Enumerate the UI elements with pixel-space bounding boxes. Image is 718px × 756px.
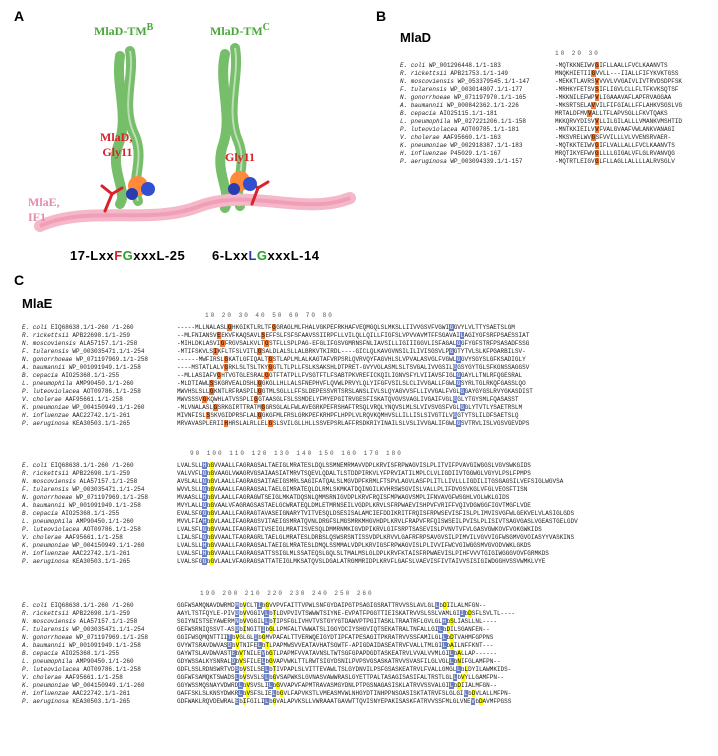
motif-left: 17-LxxFGxxxL-25 xyxy=(70,248,185,263)
mlae-ruler-3: 190 200 210 220 230 240 250 260 xyxy=(200,590,374,597)
mlad-ruler: 10 20 30 xyxy=(555,50,600,57)
mlad-tmb-label: MlaD-TMB xyxy=(94,22,153,39)
mlad-alignment: E. coli WP_001296448.1/1-183-MQTKKNEIWVG… xyxy=(400,62,710,166)
mlae-ruler-2: 90 100 110 120 130 140 150 160 170 180 xyxy=(190,450,403,457)
figure: A B C xyxy=(0,0,718,756)
panel-c-label: C xyxy=(14,272,24,288)
mlae-alignment-block2: E. coli EIQ68638.1/1-260 /1-260LVALSLLHb… xyxy=(22,462,712,566)
motif-right: 6-LxxLGxxxL-14 xyxy=(212,248,319,263)
mlae-title: MlaE xyxy=(22,296,52,311)
gly11-right-label: Gly11 xyxy=(225,150,255,165)
mlad-tmc-label: MlaD-TMC xyxy=(210,22,270,39)
mlae-alignment-block3: E. coli EIQ68638.1/1-260 /1-260GGFWSAMQN… xyxy=(22,602,712,706)
mlae-alignment-block1: E. coli EIQ68638.1/1-260 /1-260-----MLLN… xyxy=(22,324,712,428)
mlad-gly11-left-label: MlaD,Gly11 xyxy=(100,130,132,160)
mlad-title: MlaD xyxy=(400,30,431,45)
mlae-if1-label: MlaE, IF1 xyxy=(28,195,60,225)
mlae-ruler-1: 10 20 30 40 50 60 70 80 xyxy=(205,312,334,319)
panel-a-structure xyxy=(20,16,360,266)
panel-b-label: B xyxy=(376,8,386,24)
